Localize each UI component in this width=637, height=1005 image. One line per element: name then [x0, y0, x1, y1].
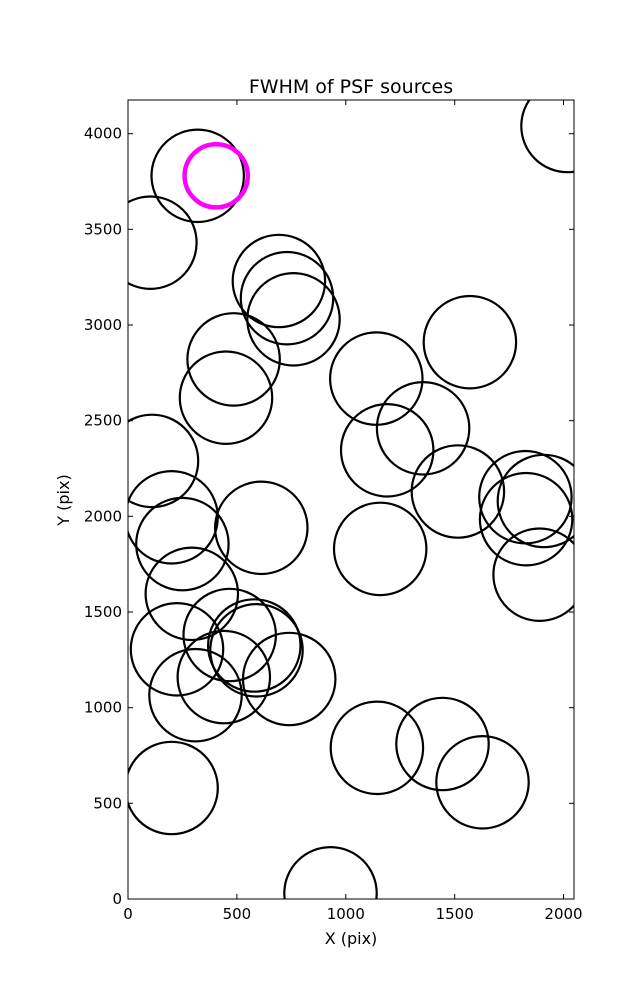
y-tick-label-3500: 3500: [84, 220, 122, 238]
source-circle-16: [496, 453, 574, 549]
y-tick-label-2000: 2000: [84, 507, 122, 525]
y-tick-label-2500: 2500: [84, 412, 122, 430]
source-circle-13: [339, 402, 435, 498]
axis-ticks: 0 500 1000 1500 2000 0 500 1000 1500 2000 2500 3000…: [84, 100, 583, 923]
highlight-circle: [182, 141, 251, 210]
y-tick-label-500: 500: [93, 794, 122, 812]
source-circle-17: [128, 470, 219, 565]
x-tick-label-0: 0: [123, 905, 133, 923]
y-tick-label-1500: 1500: [84, 603, 122, 621]
x-tick-label-500: 500: [223, 905, 252, 923]
y-tick-label-0: 0: [112, 890, 122, 908]
source-circle-12: [128, 413, 200, 509]
source-circle-7: [422, 294, 518, 390]
source-circle-10: [178, 350, 274, 446]
source-circle-18: [478, 471, 574, 567]
plot-frame: [127, 99, 575, 900]
chart-title: FWHM of PSF sources: [249, 76, 453, 98]
source-circle-23: [144, 546, 240, 642]
source-circle-4: [231, 233, 327, 329]
x-axis-label: X (pix): [325, 929, 378, 948]
source-circle-8: [186, 312, 281, 407]
y-axis-label: Y (pix): [54, 474, 73, 526]
source-circle-28: [176, 629, 272, 725]
source-circle-22: [492, 527, 574, 622]
y-tick-label-4000: 4000: [84, 125, 122, 143]
source-circle-29: [241, 631, 337, 727]
x-tick-label-1500: 1500: [436, 905, 474, 923]
source-circle-31: [329, 700, 425, 796]
source-circle-32: [395, 696, 490, 792]
x-tick-label-1000: 1000: [327, 905, 365, 923]
source-circle-19: [213, 480, 309, 576]
source-circle-21: [332, 501, 428, 597]
x-tick-label-2000: 2000: [544, 905, 582, 923]
source-circle-25: [129, 601, 225, 697]
source-circle-1: [520, 100, 574, 174]
source-circle-6: [246, 271, 341, 367]
y-tick-label-1000: 1000: [84, 699, 122, 717]
source-circle-30: [148, 647, 243, 743]
y-tick-label-3000: 3000: [84, 316, 122, 334]
source-circle-14: [410, 444, 506, 539]
source-circle-3: [128, 195, 198, 290]
source-circle-5: [239, 250, 335, 346]
source-circle-20: [135, 496, 230, 592]
plot-markers: [128, 100, 574, 899]
source-circle-35: [283, 846, 378, 899]
source-circle-2: [150, 128, 246, 224]
source-circle-11: [375, 380, 471, 476]
source-circle-33: [435, 734, 530, 830]
source-circle-26: [207, 598, 302, 693]
source-circle-34: [128, 740, 219, 836]
